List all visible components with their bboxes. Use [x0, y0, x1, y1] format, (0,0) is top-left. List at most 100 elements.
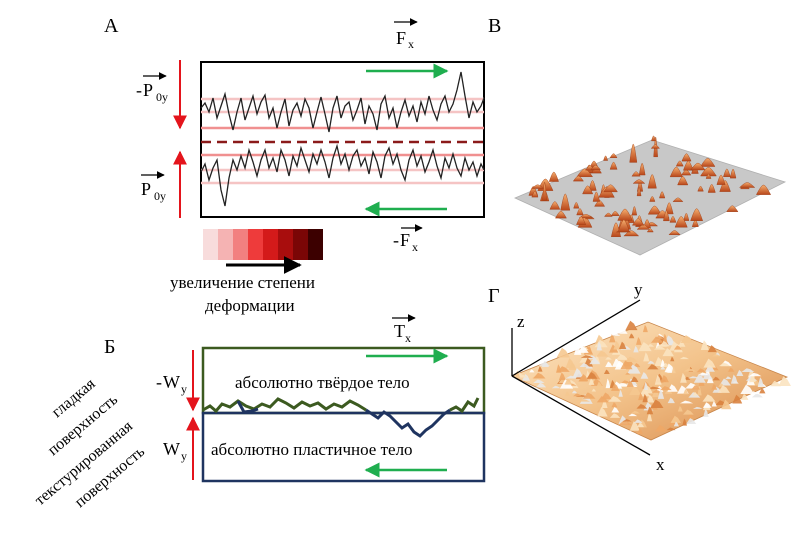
texture-peak [719, 378, 731, 386]
scale-swatch [203, 229, 218, 260]
asperity [672, 197, 684, 202]
texture-peak [705, 364, 715, 372]
texture-peak [628, 333, 635, 339]
texture-peak [660, 374, 669, 383]
texture-peak [614, 325, 628, 334]
texture-peak [660, 386, 672, 391]
texture-peak [751, 393, 763, 398]
texture-peak [633, 345, 639, 353]
asperity [651, 135, 656, 142]
asperity [531, 184, 544, 189]
texture-peak [665, 365, 672, 372]
asperity [659, 191, 666, 199]
texture-peak [686, 418, 697, 425]
asperity [647, 205, 662, 215]
interface-green [202, 397, 367, 414]
texture-peak [619, 341, 627, 349]
texture-peak [719, 362, 731, 367]
load-label-bottom: P 0y [141, 171, 166, 203]
asperity [632, 179, 646, 184]
scale-swatch [308, 229, 323, 260]
asperity [629, 143, 638, 163]
texture-peak [556, 347, 571, 358]
asperity [609, 153, 618, 158]
asperity [705, 173, 712, 179]
upper-body-label: абсолютно твёрдое тело [235, 373, 410, 392]
force-fx-bottom-prefix: - [393, 230, 399, 250]
texture-peak [693, 374, 706, 383]
texture-peak [667, 397, 675, 404]
texture-peak [639, 388, 651, 397]
texture-peak [642, 324, 648, 333]
texture-peak [536, 382, 547, 388]
texture-peak [679, 400, 694, 404]
asperity [578, 214, 593, 219]
asperity [700, 158, 716, 167]
asperity [623, 230, 640, 237]
textured-plane [510, 321, 789, 441]
texture-peak [693, 391, 698, 396]
texture-peak [673, 345, 682, 350]
asperity [700, 167, 717, 177]
asperity [669, 166, 683, 178]
texture-peak [538, 362, 551, 366]
texture-peak [663, 362, 669, 368]
texture-peak [533, 379, 545, 384]
texture-peak [637, 428, 644, 435]
texture-peak [770, 380, 782, 387]
scale-swatch [278, 229, 293, 260]
load-w-label-top: - W y [156, 372, 187, 396]
asperity [603, 155, 609, 161]
texture-peak [609, 413, 621, 418]
asperity [592, 191, 600, 202]
texture-peak [691, 385, 701, 390]
texture-peak [740, 384, 755, 394]
asperity [560, 193, 571, 211]
texture-peak [618, 420, 632, 426]
texture-peak [637, 422, 645, 428]
texture-peak [670, 356, 675, 362]
lower-body-label: абсолютно пластичное тело [211, 440, 413, 459]
texture-peak [650, 336, 664, 343]
texture-peak [662, 333, 668, 343]
texture-peak [678, 341, 686, 347]
asperity [723, 168, 731, 177]
asperity [590, 165, 601, 170]
upper-profile [200, 71, 485, 133]
texture-peak [625, 320, 638, 331]
force-fx-top-sub: x [408, 37, 414, 51]
texture-peak [712, 354, 721, 357]
texture-peak [565, 375, 579, 379]
texture-peak [654, 374, 662, 385]
panel-a-label: А [104, 15, 119, 37]
texture-peak [618, 389, 623, 397]
texture-peak [643, 381, 649, 390]
texture-peak [647, 343, 655, 347]
asperity [582, 185, 594, 195]
load-bottom-main: P [141, 179, 151, 199]
texture-peak [647, 360, 655, 364]
texture-peak [660, 366, 666, 370]
texture-peak [577, 346, 589, 353]
scale-swatch [263, 229, 278, 260]
texture-peak [698, 372, 709, 375]
texture-peak [754, 375, 764, 378]
asperity [572, 175, 584, 182]
texture-peak [670, 415, 682, 423]
texture-peak [591, 388, 597, 392]
asperity [555, 210, 567, 219]
asperity [690, 208, 703, 221]
interface-green-right [449, 397, 480, 414]
axis-y [511, 299, 641, 377]
texture-peak [656, 343, 668, 347]
texture-peak [533, 372, 546, 379]
texture-peak [697, 385, 702, 396]
texture-peak [636, 337, 642, 345]
texture-peak [565, 358, 576, 369]
panel-v-label: В [488, 15, 501, 37]
asperity [573, 202, 580, 209]
texture-peak [702, 394, 716, 402]
asperity [716, 174, 726, 185]
force-tx: T x [392, 314, 416, 345]
